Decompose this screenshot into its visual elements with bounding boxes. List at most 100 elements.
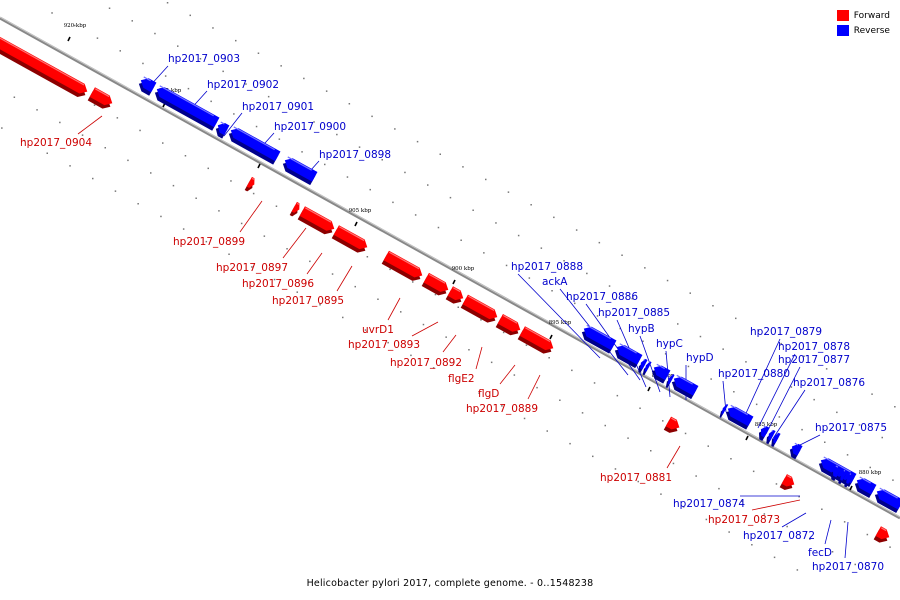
scale-dot [563,260,565,262]
scale-dot [290,108,293,110]
scale-dot [160,215,162,218]
scale-dot [699,335,702,338]
gene-highlight [428,273,446,284]
scale-dot [796,569,799,571]
scale-dot [235,39,237,42]
scale-dot [858,424,861,426]
scale-dot [836,411,838,414]
scale-dot [869,466,871,469]
scale-dot [230,180,232,182]
scale-dot [437,226,440,229]
tick-label: 895 kbp [549,320,572,326]
hp2017_0876-leader-line [771,389,806,441]
tick-mark [647,386,651,392]
hp2017_0897-leader-line [282,227,307,259]
gene-body [846,473,854,485]
scale-dot [412,281,414,283]
scale-dot [677,323,679,325]
scale-dot [485,178,487,181]
scale-dot [164,75,167,77]
scale-dot [757,330,760,332]
scale-dot [881,436,883,439]
gene-highlight [304,207,332,223]
scale-dot [462,166,464,168]
flgE2-leader-line [475,346,483,370]
gene-body [875,526,890,540]
gene-highlight [776,432,779,435]
hypD-label: hypD [686,352,714,364]
hp2017_0895-gene-arrow [331,225,368,253]
scale-dot [608,285,611,287]
scale-dot [252,192,255,195]
gene-highlight [823,456,851,473]
hypC-label: hypC [656,338,683,350]
gene-body [246,176,255,188]
legend-item-reverse: Reverse [836,23,890,38]
scale-dot [278,138,281,140]
hypD-gene-arrow [671,374,699,400]
hp2017_0881-label: hp2017_0881 [600,472,672,484]
scale-dot [598,241,601,244]
gene-body [217,122,230,136]
scale-dot [205,240,208,243]
gene-highlight [879,487,898,499]
scale-dot [184,155,187,157]
gene-body [791,443,803,456]
scale-dot [894,406,896,408]
scale-dot [775,483,778,485]
scale-dot [267,95,270,98]
scale-dot [596,315,599,317]
scale-dot [240,222,243,225]
scale-dot [275,205,278,207]
hp2017_0880-gene-arrow [719,404,729,418]
tick-label: 905 kbp [349,208,372,214]
gene-body [665,416,680,430]
genome-backbone [0,16,900,520]
scale-dot [342,316,344,319]
scale-dot [710,378,712,380]
hp2017_0872-label: hp2017_0872 [743,530,815,542]
gene-highlight [251,177,255,180]
hp2017_0877-leader-line [765,366,801,435]
gene-highlight [859,476,871,484]
scale-dot [778,416,781,418]
gene-body [616,345,643,365]
hp2017_0901-gene-arrow [215,121,230,139]
scale-dot [348,103,351,105]
scale-dot [280,65,282,67]
hp2017_0888-gene-arrow [581,324,617,354]
scale-dot [445,336,447,338]
backbone-line [0,16,900,520]
uvrD1-label: uvrD1 [362,324,394,336]
fecD-label: fecD [808,547,832,559]
gene-body [447,286,464,301]
scale-dot [507,191,510,193]
hp2017_0879-leader-line [741,338,781,423]
scale-dot [662,420,664,422]
gene-highlight [296,202,300,205]
scale-dot [530,204,532,206]
hp2017_0889-leader-line [527,374,541,400]
hp2017_0873-gene-arrow [779,474,795,490]
scale-dot [664,353,667,355]
scale-dot [434,293,437,296]
genome-title: Helicobacter pylori 2017, complete genom… [306,578,594,589]
scale-dot [586,272,588,275]
scale-dot [660,493,662,495]
scale-dot [813,398,815,401]
scale-dot [735,317,737,320]
scale-dot [207,167,209,170]
scale-dot [210,100,212,103]
scale-dot [377,298,379,300]
scale-dot [722,348,724,350]
scale-dot [616,394,619,397]
gene-body [230,128,281,162]
gene-highlight [143,76,151,82]
gene-highlight [586,324,611,340]
scale-dot [313,121,315,123]
scale-dot [718,487,720,490]
scale-dot [767,373,770,376]
tick-mark [67,36,71,42]
gene-body [383,250,423,278]
